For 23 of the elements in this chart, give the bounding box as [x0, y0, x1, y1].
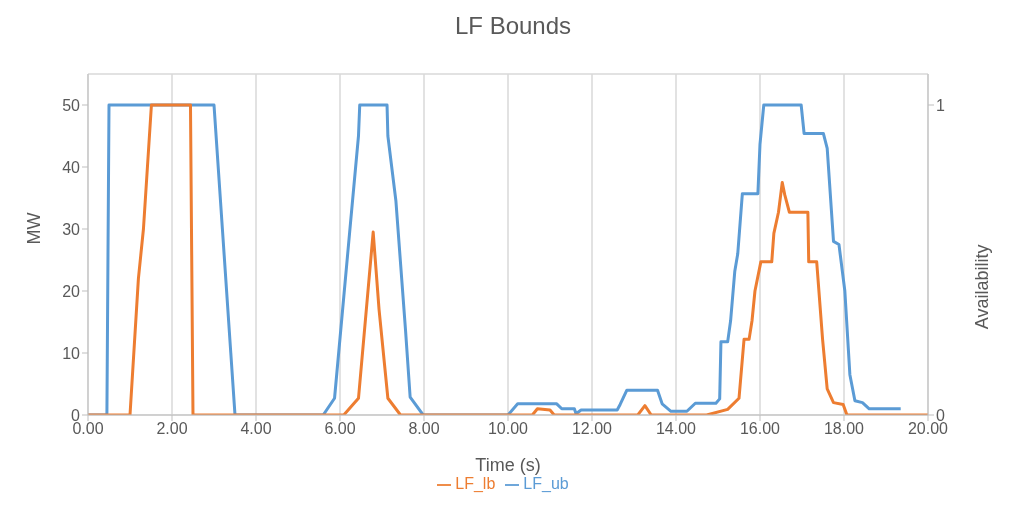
y-tick-label: 30 [62, 220, 81, 238]
x-tick-label: 10.00 [487, 420, 529, 438]
y2-tick-label: 1 [936, 96, 945, 114]
x-tick-label: 0.00 [72, 420, 104, 438]
x-tick-label: 2.00 [156, 420, 188, 438]
y-tick-label: 20 [62, 282, 81, 300]
x-tick-label: 4.00 [240, 420, 272, 438]
y-tick-label: 50 [62, 96, 81, 114]
x-tick-label: 12.00 [571, 420, 613, 438]
x-tick-label: 18.00 [823, 420, 865, 438]
y-tick-label: 40 [62, 158, 81, 176]
y-tick-label: 10 [62, 344, 81, 362]
x-axis-title: Time (s) [475, 455, 541, 475]
legend-label: LF_lb [455, 475, 496, 492]
x-tick-label: 16.00 [739, 420, 781, 438]
x-tick-label: 8.00 [408, 420, 440, 438]
x-tick-label: 20.00 [907, 420, 949, 438]
x-tick-label: 14.00 [655, 420, 697, 438]
chart-title: LF Bounds [453, 11, 573, 41]
legend-label: LF_ub [523, 475, 569, 492]
y-axis-title: MW [24, 212, 45, 245]
x-tick-label: 6.00 [324, 420, 356, 438]
y2-axis-title: Availability [972, 244, 993, 330]
